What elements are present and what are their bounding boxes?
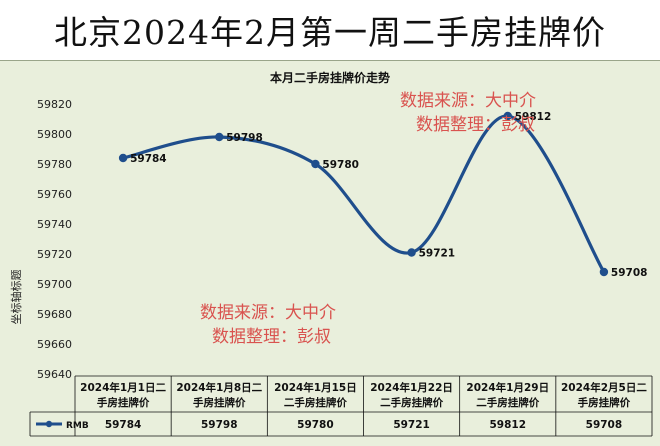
y-tick-label: 59640 bbox=[37, 368, 72, 381]
table-value-cell: 59812 bbox=[489, 419, 526, 431]
data-label: 59798 bbox=[226, 132, 263, 144]
chart-title: 本月二手房挂牌价走势 bbox=[269, 71, 390, 85]
y-tick-label: 59720 bbox=[37, 248, 72, 261]
banner: 北京2024年2月第一周二手房挂牌价 bbox=[0, 0, 660, 60]
legend-marker bbox=[45, 420, 53, 428]
y-tick-label: 59680 bbox=[37, 308, 72, 321]
y-tick-label: 59780 bbox=[37, 158, 72, 171]
x-category-label: 二手房挂牌价 bbox=[380, 396, 443, 409]
x-category-label: 手房挂牌价 bbox=[97, 396, 150, 409]
legend-label: RMB bbox=[66, 421, 89, 431]
x-category-label: 二手房挂牌价 bbox=[284, 396, 347, 409]
y-tick-label: 59760 bbox=[37, 188, 72, 201]
banner-title: 北京2024年2月第一周二手房挂牌价 bbox=[54, 13, 606, 52]
watermark-bottom-source: 数据来源：大中介 bbox=[200, 303, 336, 323]
watermark-top: 数据来源：大中介 数据整理：彭叔 bbox=[400, 89, 536, 137]
line-chart: 59640 59660 59680 59700 59720 59740 59760 59780… bbox=[29, 98, 653, 437]
chart-area: 本月二手房挂牌价走势 坐标轴标题 59640 59660 59680 59700 597… bbox=[0, 60, 660, 446]
x-category-label: 2024年1月22日 bbox=[370, 381, 453, 394]
x-category-label: 2024年1月29日 bbox=[466, 381, 549, 394]
table-value-cell: 59784 bbox=[105, 419, 142, 431]
watermark-top-source: 数据来源：大中介 bbox=[400, 91, 536, 111]
data-label: 59784 bbox=[130, 153, 167, 165]
y-tick-label: 59700 bbox=[37, 278, 72, 291]
x-category-label: 2024年2月5日二 bbox=[561, 381, 647, 394]
data-label: 59721 bbox=[419, 248, 456, 260]
x-category-label: 2024年1月1日二 bbox=[80, 381, 166, 394]
data-label: 59708 bbox=[611, 267, 648, 279]
y-tick-label: 59660 bbox=[37, 338, 72, 351]
data-point bbox=[311, 159, 320, 169]
data-point bbox=[599, 267, 609, 277]
x-category-label: 手房挂牌价 bbox=[578, 396, 631, 409]
series-line-rmb bbox=[122, 114, 606, 273]
table-value-cell: 59721 bbox=[393, 419, 430, 431]
y-tick-label: 59820 bbox=[37, 98, 72, 111]
table-value-cell: 59780 bbox=[297, 419, 334, 431]
y-tick-label: 59740 bbox=[37, 218, 72, 231]
data-point bbox=[503, 111, 512, 121]
data-point bbox=[118, 153, 128, 163]
data-label: 59812 bbox=[515, 111, 552, 123]
data-point bbox=[215, 132, 224, 142]
data-point bbox=[407, 248, 416, 257]
x-category-label: 2024年1月15日 bbox=[274, 381, 357, 394]
y-tick-label: 59800 bbox=[37, 128, 72, 141]
data-label: 59780 bbox=[322, 159, 359, 171]
watermark-top-editor: 数据整理：彭叔 bbox=[416, 115, 535, 135]
x-category-label: 2024年1月8日二 bbox=[176, 381, 262, 394]
watermark-bottom: 数据来源：大中介 数据整理：彭叔 bbox=[200, 301, 336, 349]
table-value-cell: 59798 bbox=[201, 419, 238, 431]
table-value-cell: 59708 bbox=[586, 419, 623, 431]
watermark-bottom-editor: 数据整理：彭叔 bbox=[212, 327, 331, 347]
x-category-label: 手房挂牌价 bbox=[193, 396, 246, 409]
x-category-label: 二手房挂牌价 bbox=[476, 396, 539, 409]
